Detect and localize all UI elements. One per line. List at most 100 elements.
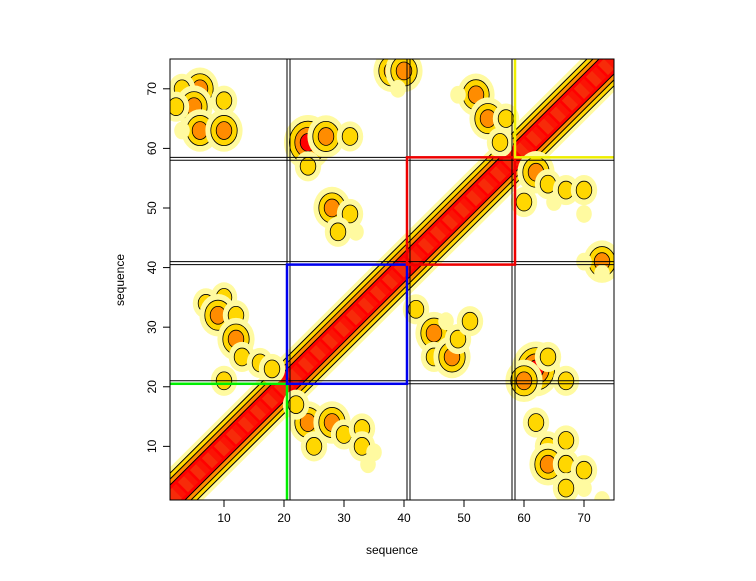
contact-blob [341, 127, 359, 146]
diagonal-band-cell [225, 424, 247, 445]
diagonal-band-cell [285, 364, 307, 385]
diagonal-band-cell [429, 221, 451, 242]
contact-blob [491, 133, 509, 152]
contact-blob [450, 85, 466, 104]
diagonal-band-cell [567, 84, 589, 105]
contact-blob [215, 91, 233, 111]
diagonal-band-cell [597, 59, 614, 76]
plot-frame [169, 58, 615, 501]
contact-blob [174, 121, 190, 140]
x-tick-label: 60 [517, 511, 531, 525]
diagonal-band-cell [417, 233, 439, 254]
diagonal-band-cell [549, 102, 571, 123]
contact-blob [461, 311, 479, 331]
y-tick-label: 30 [145, 320, 159, 334]
diagonal-band-cell [351, 299, 373, 320]
diagonal-band-cell [201, 448, 223, 469]
contact-blob [317, 127, 335, 146]
contact-blob [576, 205, 592, 223]
diagonal-band-cell [345, 305, 367, 326]
diagonal-band-cell [423, 227, 445, 248]
y-tick-label: 40 [145, 261, 159, 275]
diagonal-band-cell [411, 239, 433, 260]
contact-blob [497, 109, 515, 128]
diagonal-band-cell [237, 412, 259, 433]
diagonal-band-cell [579, 72, 601, 93]
diagonal-band-cell [327, 322, 349, 344]
diagonal-band-cell [459, 191, 481, 213]
diagonal-band-cell [585, 66, 607, 88]
diagonal-band-cell [213, 436, 235, 457]
diagonal-band-cell [363, 287, 385, 308]
diagonal-band-cell [321, 328, 343, 350]
diagonal-band-cell [243, 406, 265, 427]
diagonal-band-cell [315, 334, 337, 356]
contact-blob [594, 264, 610, 283]
diagonal-band-cell [291, 358, 313, 380]
contact-blob [594, 491, 610, 500]
diagonal-band-cell [375, 275, 397, 296]
diagonal-band-cell [339, 311, 361, 332]
diagonal-band-cell [537, 114, 559, 135]
diagonal-band-cell [333, 317, 355, 338]
contact-blob [407, 299, 425, 319]
diagonal-band-cell [170, 483, 187, 500]
contact-blob [527, 413, 545, 432]
contact-blob [360, 455, 376, 474]
diagonal-band-cell [171, 477, 193, 499]
axis-layer: 10 20 30 40 50 60 70 10 20 30 40 50 60 70 [145, 58, 615, 525]
x-tick-label: 30 [337, 511, 351, 525]
diagonal-band-cell [483, 168, 505, 189]
x-axis-label: sequence [366, 543, 418, 557]
diagonal-band-cell [477, 174, 499, 195]
contact-blob [546, 193, 562, 211]
contact-blob [329, 222, 347, 242]
y-tick-label: 70 [145, 82, 159, 96]
diagonal-band-cell [519, 132, 541, 153]
domain-box-red [405, 156, 517, 266]
contact-blob [215, 121, 233, 140]
contact-blob [348, 222, 364, 241]
contact-blob [263, 359, 281, 379]
diagonal-band-cell [387, 263, 409, 284]
diagonal-band-cell [561, 90, 583, 111]
plot-layer [170, 59, 614, 500]
diagonal-band-cell [441, 209, 463, 231]
diagonal-band-cell [369, 281, 391, 302]
x-tick-label: 70 [577, 511, 591, 525]
diagonal-band-cell [447, 203, 469, 225]
diagonal-band-cell [573, 78, 595, 99]
diagonal-band-cell [525, 126, 547, 147]
diagonal-band-cell [543, 108, 565, 129]
diagonal-band-cell [465, 185, 487, 207]
diagonal-band-cell [555, 96, 577, 117]
contact-blob [515, 192, 533, 212]
diagonal-band-cell [183, 466, 205, 487]
diagonal-band-cell [249, 400, 271, 421]
diagonal-band-cell [381, 269, 403, 290]
contact-blob [449, 329, 467, 349]
diagonal-band-cell [495, 156, 517, 177]
diagonal-band-cell [405, 245, 427, 266]
contact-blob [438, 312, 454, 331]
contact-blob [341, 204, 359, 224]
contact-blob [170, 97, 185, 116]
x-tick-label: 20 [277, 511, 291, 525]
contact-blob [287, 395, 305, 414]
contact-blob [575, 460, 593, 480]
diagonal-band-cell [195, 454, 217, 475]
diagonal-band-cell [435, 215, 457, 237]
y-tick-label: 50 [145, 201, 159, 215]
contact-blob [575, 180, 593, 200]
diagonal-band-cell [471, 179, 493, 201]
diagonal-band-cell [255, 394, 277, 415]
contact-blob [539, 347, 557, 367]
contact-blob [425, 323, 443, 343]
x-tick-label: 40 [397, 511, 411, 525]
y-tick-label: 60 [145, 141, 159, 155]
plot-content [170, 59, 614, 500]
x-tick-label: 10 [217, 511, 231, 525]
diagonal-band-cell [297, 352, 319, 374]
